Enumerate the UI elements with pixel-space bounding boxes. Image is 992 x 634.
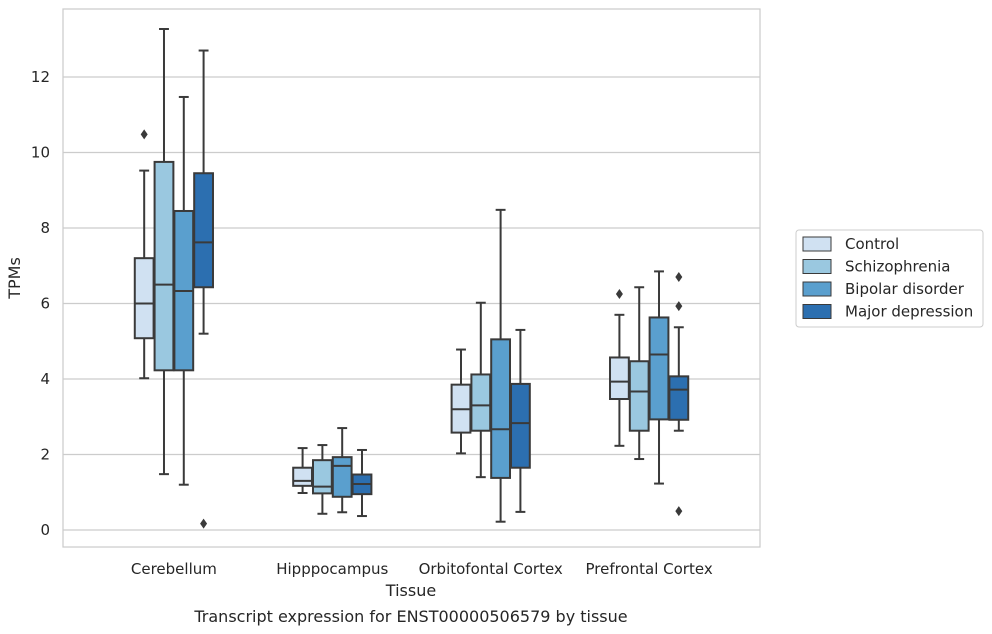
y-tick-label: 6 (40, 294, 50, 312)
box-bipolar-disorder-0 (173, 95, 195, 486)
x-tick-label: Cerebellum (131, 560, 217, 578)
box-schizophrenia-0 (153, 28, 175, 476)
box-major-depression-0 (193, 49, 214, 529)
legend-swatch (802, 236, 832, 252)
legend-label: Schizophrenia (845, 258, 950, 276)
x-tick-label: Orbitofontal Cortex (419, 560, 563, 578)
y-tick-label: 0 (40, 521, 50, 539)
legend-swatch (802, 281, 832, 297)
box-bipolar-disorder-3 (648, 270, 670, 485)
y-tick-label: 8 (40, 219, 50, 237)
box-iqr (292, 466, 313, 487)
box-iqr (510, 382, 531, 469)
y-tick-label: 2 (40, 446, 50, 464)
box-iqr (490, 338, 512, 479)
y-tick-label: 4 (40, 370, 50, 388)
legend-frame (795, 229, 984, 328)
box-iqr (193, 172, 214, 289)
box-schizophrenia-3 (628, 286, 650, 461)
box-iqr (311, 459, 333, 495)
box-iqr (668, 375, 690, 421)
x-axis-ticks: Cerebellum Hipppocampus Orbitofontal Corte… (131, 560, 713, 578)
figure-caption: Transcript expression for ENST0000050657… (193, 607, 627, 626)
x-tick-label: Hipppocampus (276, 560, 388, 578)
y-tick-label: 12 (31, 68, 50, 86)
outlier-point (140, 129, 148, 140)
y-axis-ticks: 0 2 4 6 8 10 12 (31, 68, 50, 539)
box-iqr (331, 456, 353, 498)
x-tick-label: Prefrontal Cortex (586, 560, 713, 578)
box-control-1 (292, 447, 313, 495)
outlier-point (675, 272, 683, 283)
box-iqr (609, 356, 630, 401)
box-iqr (470, 373, 492, 432)
box-control-3 (609, 289, 630, 447)
box-control-0 (133, 129, 155, 380)
box-iqr (648, 316, 670, 421)
box-iqr (153, 160, 175, 372)
box-plots (133, 28, 690, 529)
legend: Control Schizophrenia Bipolar disorder Majo… (795, 229, 984, 328)
legend-label: Bipolar disorder (845, 280, 965, 298)
box-bipolar-disorder-1 (331, 427, 353, 514)
box-bipolar-disorder-2 (490, 208, 512, 523)
box-major-depression-2 (510, 328, 531, 513)
x-axis-label: Tissue (385, 581, 436, 600)
outlier-point (675, 506, 683, 517)
outlier-point (200, 518, 208, 529)
box-schizophrenia-2 (470, 301, 492, 479)
legend-label: Control (845, 235, 899, 253)
box-control-2 (450, 348, 472, 455)
box-iqr (133, 257, 155, 340)
box-major-depression-3 (668, 272, 690, 517)
y-axis-label: TPMs (5, 257, 24, 300)
outlier-point (675, 301, 683, 312)
plot-frame (62, 8, 761, 548)
outlier-point (615, 289, 623, 300)
legend-swatch (802, 259, 832, 274)
legend-label: Major depression (845, 303, 973, 321)
box-iqr (628, 360, 650, 432)
legend-swatch (802, 304, 832, 319)
y-tick-label: 10 (31, 143, 50, 161)
box-major-depression-1 (351, 448, 373, 518)
